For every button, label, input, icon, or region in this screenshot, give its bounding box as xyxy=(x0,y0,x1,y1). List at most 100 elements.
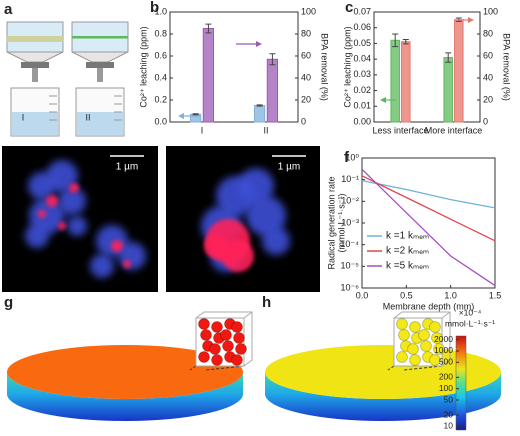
y-axis-label: Co²⁺ leaching (ppm) xyxy=(342,26,352,107)
bar xyxy=(401,41,411,123)
membrane-thin xyxy=(72,36,128,39)
holder xyxy=(21,62,49,68)
y-tick-label: 10⁻² xyxy=(341,196,359,206)
error-bar xyxy=(192,113,199,116)
arrow-head xyxy=(380,97,386,103)
y2-tick-label: 20 xyxy=(301,94,311,104)
y-tick-label: 0.07 xyxy=(353,6,371,16)
legend-label: k =1 kₘₑₘ xyxy=(386,231,429,242)
funnel xyxy=(71,51,129,63)
particle xyxy=(246,196,286,236)
bar xyxy=(266,58,279,123)
cobalt-region xyxy=(111,240,123,252)
y-tick-label: 1.0 xyxy=(154,6,167,16)
pore-structure xyxy=(211,354,223,366)
pore-structure xyxy=(431,332,443,344)
y-tick-label: 0.2 xyxy=(154,94,167,104)
pore-structure xyxy=(420,340,432,352)
y2-tick-label: 100 xyxy=(483,6,498,16)
arrow-head xyxy=(468,17,474,23)
x-tick-label: I xyxy=(201,125,204,135)
setup-label: I xyxy=(22,112,25,122)
disk-side xyxy=(265,372,501,421)
stem xyxy=(97,68,103,82)
x-tick-label: 0.0 xyxy=(356,290,369,300)
colorbar-tick-label: 500 xyxy=(439,357,453,367)
y-tick-label: 0.8 xyxy=(154,28,167,38)
colorbar-title: mmol·L⁻¹·s⁻¹ xyxy=(445,318,495,328)
pore-structure xyxy=(398,329,410,341)
pore-structure xyxy=(433,343,445,355)
bar xyxy=(202,28,215,123)
y2-axis-label: BPA removal (%) xyxy=(502,33,512,101)
bar xyxy=(390,39,400,123)
error-bar xyxy=(256,104,263,107)
y-tick-label: 0.0 xyxy=(154,116,167,126)
y-tick-label: 0.6 xyxy=(154,50,167,60)
scale-bar-label: 1 µm xyxy=(116,162,138,173)
pore-structure xyxy=(198,351,210,363)
y2-tick-label: 40 xyxy=(483,72,493,82)
pore-structure xyxy=(409,354,421,366)
y2-tick-label: 60 xyxy=(483,50,493,60)
colorbar-tick-label: 50 xyxy=(444,394,454,404)
pore-structure xyxy=(396,351,408,363)
y2-tick-label: 0 xyxy=(483,116,488,126)
pore-structure xyxy=(409,321,421,333)
error-bar xyxy=(269,53,276,66)
panel-label: h xyxy=(262,294,271,311)
pore-structure xyxy=(396,318,408,330)
pore-structure xyxy=(222,340,234,352)
x-tick-label: 1.0 xyxy=(444,290,457,300)
plot-frame xyxy=(169,11,299,123)
arrow-head xyxy=(178,113,184,119)
y-tick-label: 10⁻³ xyxy=(341,217,359,227)
pore-structure xyxy=(200,329,212,341)
water xyxy=(77,112,123,135)
y-tick-label: 10⁻⁴ xyxy=(340,239,359,249)
cobalt-region xyxy=(222,240,254,272)
holder xyxy=(86,62,114,68)
pore-structure xyxy=(235,343,247,355)
zoom-line xyxy=(205,365,245,371)
x-tick-label: 0.5 xyxy=(400,290,413,300)
y2-tick-label: 20 xyxy=(483,94,493,104)
bar xyxy=(253,105,266,123)
pore-structure xyxy=(220,329,232,341)
y-tick-label: 0.01 xyxy=(353,101,371,111)
pore-structure xyxy=(209,343,221,355)
colorbar-tick-label: 10 xyxy=(444,421,454,431)
panel-label: b xyxy=(150,0,159,16)
pore-structure xyxy=(231,354,243,366)
plot-frame xyxy=(373,11,481,123)
y2-tick-label: 0 xyxy=(301,116,306,126)
colorbar-title: ×10⁻⁴ xyxy=(459,307,482,317)
y-tick-label: 10⁻⁶ xyxy=(341,282,360,292)
pore-structure xyxy=(233,332,245,344)
cobalt-region xyxy=(123,260,131,268)
x-tick-label: Less interface xyxy=(372,125,428,135)
x-tick-label: II xyxy=(263,125,268,135)
membrane-thick xyxy=(7,36,63,42)
y2-axis-label: BPA removal (%) xyxy=(320,33,330,101)
y-tick-label: 0.02 xyxy=(353,85,371,95)
water xyxy=(12,112,58,135)
y-tick-label: 0.4 xyxy=(154,72,167,82)
error-bar xyxy=(205,23,212,34)
scale-bar-label: 1 µm xyxy=(278,162,300,173)
legend-label: k =5 kₘₑₘ xyxy=(386,261,429,272)
y-tick-label: 10⁰ xyxy=(345,152,359,162)
panel-label: c xyxy=(345,0,353,16)
colorbar-tick-label: 20 xyxy=(444,409,454,419)
y2-tick-label: 100 xyxy=(301,6,316,16)
bar xyxy=(454,19,464,123)
colorbar-tick-label: 1000 xyxy=(434,345,453,355)
y-axis-label: Radical generation rate xyxy=(326,176,336,269)
disk-side xyxy=(7,372,243,421)
panel-label: f xyxy=(344,149,350,166)
y-tick-label: 0.04 xyxy=(353,54,371,64)
line xyxy=(361,175,496,242)
y-tick-label: 0.03 xyxy=(353,69,371,79)
particle xyxy=(262,227,290,255)
x-tick-label: More interface xyxy=(425,125,483,135)
